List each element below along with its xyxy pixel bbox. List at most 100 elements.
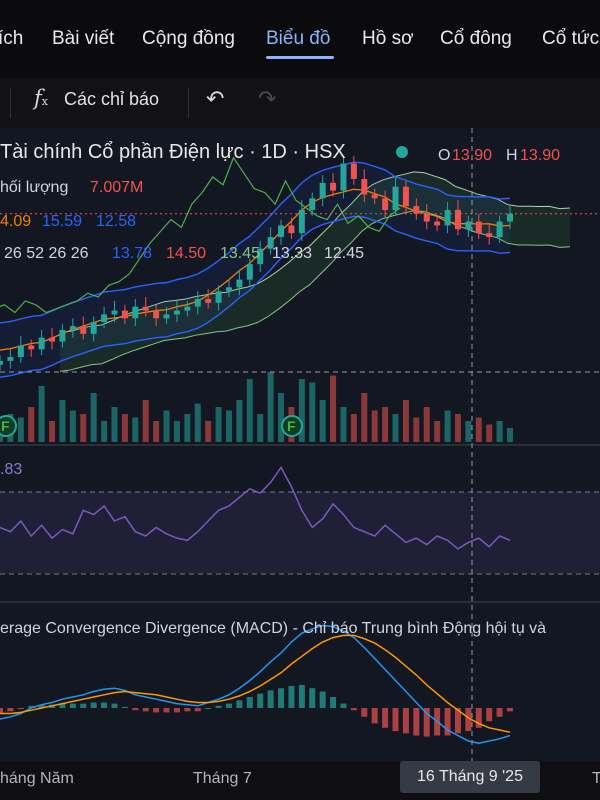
stock-chart[interactable]: F F Tài chính Cổ phần Điện lực · 1D · HSX O… — [0, 128, 600, 768]
macd-histogram-bar — [80, 703, 87, 708]
macd-histogram-bar — [371, 708, 378, 724]
nav-tab-0[interactable]: ích — [0, 28, 24, 49]
nav-tab-3[interactable]: Biểu đồ — [266, 28, 331, 49]
candle-body — [507, 213, 513, 222]
undo-icon[interactable]: ↶ — [206, 86, 225, 111]
volume-bar — [194, 403, 201, 442]
macd-histogram-bar — [69, 703, 76, 708]
candle-body — [163, 314, 170, 319]
macd-histogram-bar — [205, 708, 212, 709]
candle-body — [80, 326, 87, 334]
macd-histogram-bar — [28, 705, 35, 708]
legend-open-value: 13.90 — [452, 147, 492, 164]
candle-body — [319, 182, 326, 199]
volume-bar — [319, 400, 326, 442]
nav-tab-4[interactable]: Hồ sơ — [362, 28, 414, 49]
volume-bar — [382, 407, 389, 442]
macd-histogram-bar — [267, 690, 274, 708]
volume-bar — [454, 414, 461, 442]
volume-bar — [90, 393, 97, 442]
macd-histogram-bar — [382, 708, 389, 728]
redo-icon[interactable]: ↷ — [258, 86, 277, 111]
macd-histogram-bar — [392, 708, 399, 732]
volume-bar — [121, 414, 128, 442]
candle-body — [423, 213, 430, 222]
volume-bar — [278, 393, 285, 442]
candle-body — [194, 298, 201, 307]
volume-bar — [153, 421, 160, 442]
volume-bar — [69, 410, 76, 442]
legend-symbol: Tài chính Cổ phần Điện lực · 1D · HSX — [0, 141, 346, 163]
volume-bar — [111, 407, 118, 442]
volume-bar — [496, 421, 503, 442]
toolbar-divider — [188, 88, 189, 118]
macd-histogram-bar — [402, 708, 409, 734]
candle-body — [330, 182, 337, 191]
indicators-fx-icon[interactable]: fx — [34, 86, 48, 110]
candle-body — [298, 209, 305, 234]
candle-body — [90, 322, 97, 334]
legend-ichimoku-span-b: 12.45 — [324, 245, 364, 262]
volume-bar — [350, 414, 357, 442]
volume-bar — [444, 410, 451, 442]
nav-tab-1[interactable]: Bài viết — [52, 28, 115, 49]
volume-bar — [236, 400, 243, 442]
macd-histogram-bar — [132, 708, 139, 711]
volume-bar — [205, 421, 212, 442]
legend-ichimoku-params: 26 52 26 26 — [4, 245, 89, 262]
macd-histogram-bar — [215, 705, 222, 708]
nav-tab-2[interactable]: Cộng đồng — [142, 28, 235, 49]
macd-histogram-bar — [153, 708, 160, 713]
candle-body — [101, 314, 108, 323]
volume-bar — [163, 410, 170, 442]
nav-tab-6[interactable]: Cổ tức — [542, 28, 600, 49]
legend-rsi-value: .83 — [0, 461, 22, 478]
macd-histogram-bar — [340, 703, 347, 708]
macd-histogram-bar — [413, 708, 420, 736]
macd-histogram-bar — [101, 702, 108, 708]
legend-ichimoku-base: 14.50 — [166, 245, 206, 262]
volume-bar — [371, 410, 378, 442]
macd-histogram-bar — [423, 708, 430, 737]
crosshair-date-label: 16 Tháng 9 '25 — [400, 761, 540, 793]
candle-body — [361, 178, 368, 195]
time-label-next: T — [592, 770, 600, 787]
legend-high-value: 13.90 — [520, 147, 560, 164]
legend-macd-title: erage Convergence Divergence (MACD) - Ch… — [0, 620, 546, 637]
nav-tab-5[interactable]: Cổ đông — [440, 28, 512, 49]
dividend-marker-label: F — [287, 418, 296, 434]
rsi-pane — [0, 446, 600, 601]
volume-bar — [423, 407, 430, 442]
candle-body — [173, 310, 180, 315]
legend-ichimoku-span-a: 13.33 — [272, 245, 312, 262]
candle-body — [184, 306, 191, 311]
macd-histogram-bar — [319, 691, 326, 708]
macd-histogram-bar — [59, 703, 66, 708]
time-label-month-7: Tháng 7 — [193, 770, 252, 787]
macd-histogram-bar — [90, 702, 97, 708]
candle-body — [17, 345, 24, 358]
macd-histogram-bar — [246, 697, 253, 708]
macd-histogram-bar — [330, 697, 337, 708]
legend-ichimoku-conversion: 13.78 — [112, 245, 152, 262]
macd-histogram-bar — [38, 704, 45, 708]
ichimoku-lagging-span — [0, 156, 401, 314]
macd-histogram-bar — [142, 708, 149, 712]
time-label-month-5: háng Năm — [0, 770, 74, 787]
legend-bb-lower: 12.58 — [96, 213, 136, 230]
indicators-button[interactable]: Các chỉ báo — [64, 89, 160, 109]
volume-bar — [38, 386, 45, 442]
candle-body — [413, 206, 420, 214]
macd-histogram-bar — [236, 700, 243, 708]
bollinger-lower — [0, 215, 511, 378]
candle-body — [496, 221, 503, 238]
candle-body — [465, 221, 472, 230]
candle-body — [350, 163, 357, 179]
volume-bar — [486, 424, 493, 442]
volume-bar — [298, 379, 305, 442]
volume-bar — [507, 428, 513, 442]
candle-body — [246, 264, 253, 280]
macd-histogram-bar — [121, 706, 128, 708]
macd-histogram-bar — [350, 708, 357, 711]
candle-body — [444, 209, 451, 226]
